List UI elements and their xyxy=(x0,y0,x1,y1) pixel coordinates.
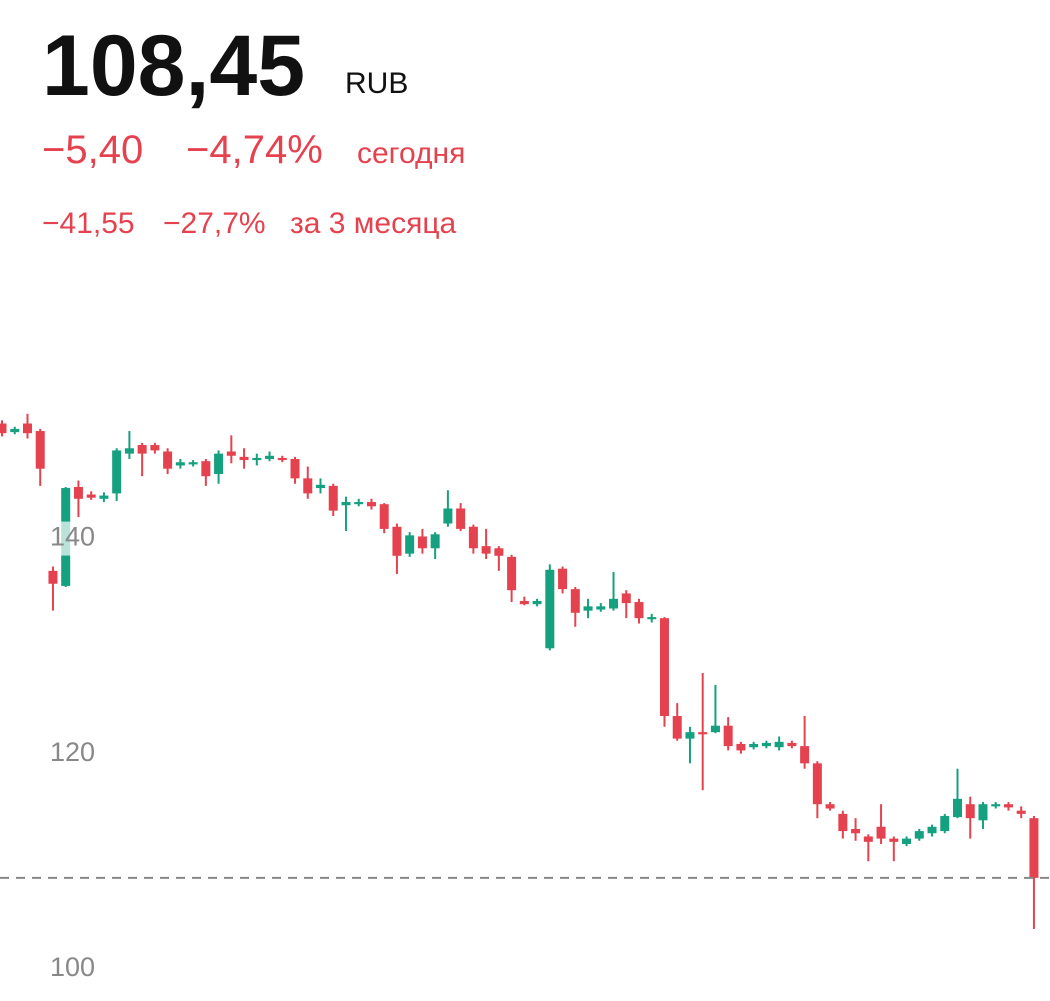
y-tick-label: 100 xyxy=(50,952,95,982)
candle-body xyxy=(430,534,440,549)
candle-body xyxy=(685,732,695,739)
tick-label-bg xyxy=(46,736,102,771)
candle-body xyxy=(494,548,504,556)
candle-body xyxy=(647,617,657,620)
candle-body xyxy=(124,448,134,454)
period-change-pct: −27,7% xyxy=(163,207,266,240)
candle-body xyxy=(214,453,224,475)
candle-body xyxy=(927,826,937,834)
candle-body xyxy=(328,485,338,511)
candle-body xyxy=(163,451,173,469)
candle-body xyxy=(965,804,975,819)
candle-body xyxy=(545,569,555,649)
candle-body xyxy=(35,431,45,469)
candle-body xyxy=(736,743,746,751)
candle-body xyxy=(621,593,631,604)
candle-body xyxy=(456,508,466,529)
candle-body xyxy=(519,600,529,605)
candle-body xyxy=(73,486,83,499)
price: 108,45 xyxy=(42,18,305,114)
candle-body xyxy=(354,502,364,505)
candle-body xyxy=(379,504,389,529)
candle-body xyxy=(723,725,733,747)
candle-body xyxy=(940,816,950,832)
tick-label-bg xyxy=(46,521,102,556)
candle-body xyxy=(277,457,287,461)
candle-body xyxy=(672,716,682,739)
candle-body xyxy=(812,763,822,805)
candle-body xyxy=(366,502,376,507)
candle-body xyxy=(1029,818,1039,878)
candle-body xyxy=(787,742,797,747)
candle-body xyxy=(99,495,109,499)
candle-body xyxy=(417,536,427,549)
candle-body xyxy=(303,478,313,494)
candle-body xyxy=(392,526,402,556)
candle-body xyxy=(749,743,759,748)
candle-body xyxy=(558,568,568,590)
candle-body xyxy=(1016,810,1026,814)
candle-body xyxy=(10,428,20,433)
candle-body xyxy=(991,804,1001,807)
day-label: сегодня xyxy=(357,137,465,170)
candle-body xyxy=(863,836,873,842)
candle-body xyxy=(978,804,988,821)
candle-body xyxy=(953,798,962,818)
candle-body xyxy=(659,618,669,717)
candle-body xyxy=(800,746,810,764)
currency: RUB xyxy=(345,67,408,100)
candle-body xyxy=(252,457,262,461)
candle-body xyxy=(316,484,325,489)
candle-body xyxy=(341,502,351,506)
candle-body xyxy=(48,570,58,584)
candle-body xyxy=(201,461,211,477)
candle-body xyxy=(290,459,300,479)
candle-body xyxy=(532,600,542,605)
candle-body xyxy=(609,598,619,609)
candle-body xyxy=(175,462,185,466)
candle-body xyxy=(889,838,899,842)
candle-body xyxy=(914,831,924,839)
y-tick-label: 120 xyxy=(50,737,95,767)
candle-body xyxy=(596,606,606,610)
candle-body xyxy=(137,445,147,454)
candle-body xyxy=(481,546,491,554)
candle-body xyxy=(86,494,96,498)
candle-body xyxy=(405,535,415,554)
candle-body xyxy=(634,602,644,619)
candle-body xyxy=(1003,804,1013,808)
candle-body xyxy=(443,508,453,524)
tick-label-bg xyxy=(46,951,102,986)
day-change: −5,40 xyxy=(42,128,143,172)
candle-body xyxy=(902,838,912,844)
candle-body xyxy=(774,741,784,748)
candle-body xyxy=(583,606,593,611)
candle-body xyxy=(698,732,708,735)
candle-body xyxy=(22,423,32,434)
candle-body xyxy=(150,445,160,451)
candle-body xyxy=(239,456,249,461)
period-change: −41,55 xyxy=(42,207,135,240)
candle-body xyxy=(0,423,7,434)
candle-body xyxy=(838,813,848,832)
candle-body xyxy=(876,826,886,839)
candle-body xyxy=(188,462,198,465)
day-change-pct: −4,74% xyxy=(186,128,323,172)
y-tick-label: 140 xyxy=(50,522,95,552)
period-label: за 3 месяца xyxy=(290,207,457,240)
candle-body xyxy=(226,451,236,456)
candle-body xyxy=(761,742,771,747)
candle-body xyxy=(851,828,861,834)
candle-body xyxy=(570,589,580,613)
candle-body xyxy=(112,450,122,494)
candle-body xyxy=(507,556,517,591)
candle-body xyxy=(265,455,275,460)
candle-body xyxy=(825,804,835,809)
candle-body xyxy=(710,725,720,733)
candle-body xyxy=(468,526,478,549)
